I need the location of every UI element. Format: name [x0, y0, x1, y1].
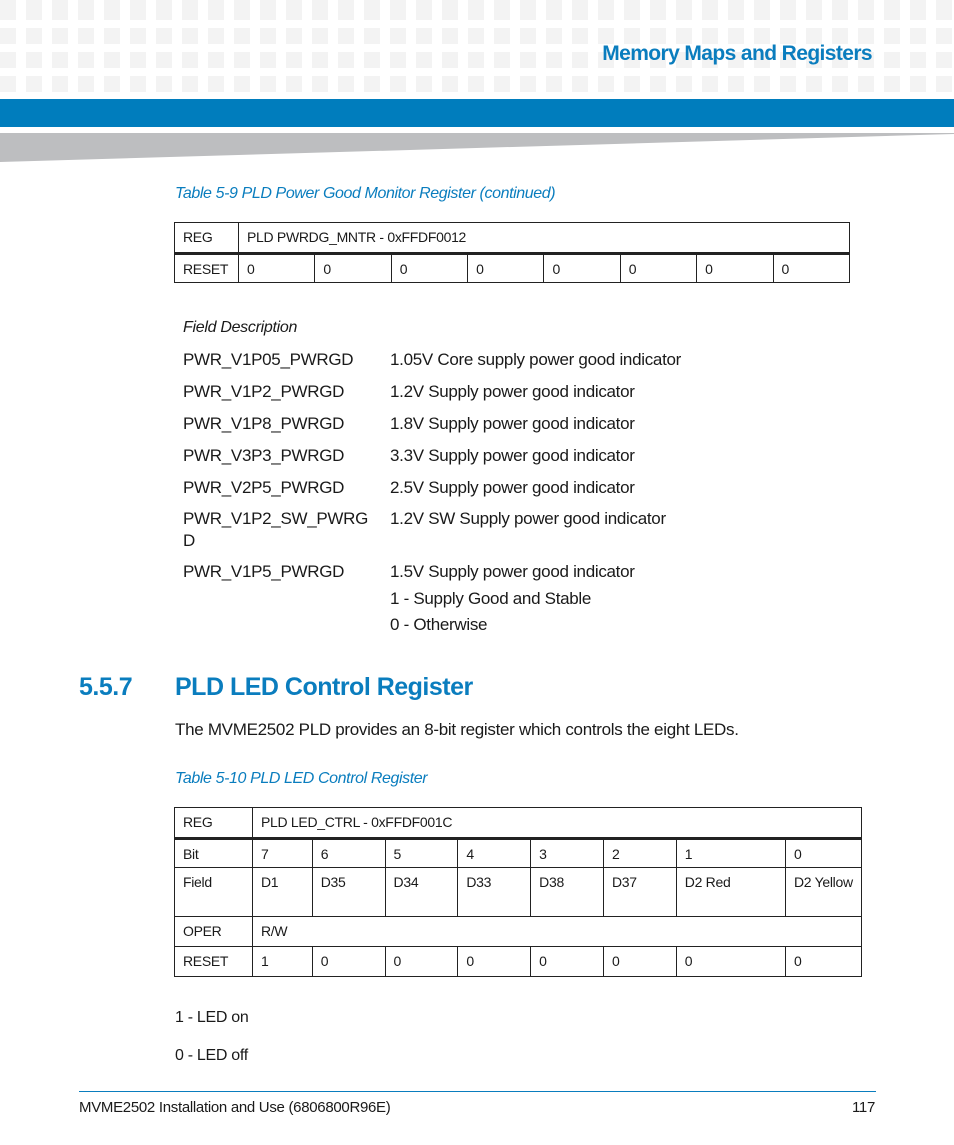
section-number: 5.5.7: [79, 673, 133, 701]
field-name: PWR_V2P5_PWRGD: [183, 478, 345, 497]
table-caption: Table 5-9 PLD Power Good Monitor Registe…: [175, 185, 556, 202]
table-row: Field D1 D35 D34 D33 D38 D37 D2 Red D2 Y…: [174, 867, 862, 917]
field: D2 Yellow: [785, 867, 862, 917]
table-row: Bit 7 6 5 4 3 2 1 0: [174, 838, 862, 868]
field: D35: [311, 867, 386, 917]
reset-value: 0: [772, 253, 851, 283]
field-note: 0 - Otherwise: [390, 615, 488, 634]
field-label: Field: [174, 867, 253, 917]
reset-value: 0: [384, 946, 459, 977]
field: D34: [384, 867, 459, 917]
led-note: 0 - LED off: [175, 1047, 248, 1064]
field-name: PWR_V1P2_PWRGD: [183, 382, 345, 401]
field: D2 Red: [675, 867, 787, 917]
header-pattern: [0, 0, 954, 92]
register-table-pwrgd: REG PLD PWRDG_MNTR - 0xFFDF0012 RESET 0 …: [174, 222, 851, 283]
field-desc: 1.8V Supply power good indicator: [390, 414, 635, 433]
field: D33: [457, 867, 532, 917]
oper-label: OPER: [174, 916, 253, 947]
bit: 5: [384, 838, 459, 868]
reset-value: 0: [696, 253, 774, 283]
field-note: 1 - Supply Good and Stable: [390, 589, 592, 608]
field-desc: 1.5V Supply power good indicator: [390, 562, 635, 581]
field-desc: 1.2V SW Supply power good indicator: [390, 509, 666, 528]
running-header-title: Memory Maps and Registers: [602, 42, 872, 65]
reset-value: 0: [311, 946, 386, 977]
bit: 2: [602, 838, 677, 868]
table-row: OPER R/W: [174, 916, 862, 947]
field-desc: 3.3V Supply power good indicator: [390, 446, 635, 465]
header-band: [0, 99, 954, 127]
bit: 7: [252, 838, 313, 868]
reset-value: 0: [619, 253, 698, 283]
bit: 3: [530, 838, 604, 868]
field-name: PWR_V1P8_PWRGD: [183, 414, 345, 433]
reset-value: 0: [530, 946, 604, 977]
reset-value: 0: [237, 253, 316, 283]
bit: 0: [785, 838, 862, 868]
reg-value: PLD PWRDG_MNTR - 0xFFDF0012: [238, 222, 850, 255]
footer-document-title: MVME2502 Installation and Use (6806800R9…: [79, 1099, 391, 1116]
reg-value: PLD LED_CTRL - 0xFFDF001C: [252, 807, 862, 840]
field: D1: [252, 867, 313, 917]
field: D37: [602, 867, 677, 917]
field-description-heading: Field Description: [183, 319, 298, 336]
section-title: PLD LED Control Register: [175, 673, 473, 701]
field-desc: 2.5V Supply power good indicator: [390, 478, 635, 497]
field: D38: [530, 867, 604, 917]
section-body: The MVME2502 PLD provides an 8-bit regis…: [175, 720, 739, 739]
table-row: RESET 0 0 0 0 0 0 0 0: [174, 253, 851, 283]
section-heading: 5.5.7 PLD LED Control Register: [79, 673, 473, 702]
table-caption: Table 5-10 PLD LED Control Register: [175, 770, 428, 787]
field-name: PWR_V1P05_PWRGD: [183, 350, 354, 369]
field-desc: 1.2V Supply power good indicator: [390, 382, 635, 401]
reset-value: 0: [785, 946, 862, 977]
reset-label: RESET: [174, 253, 239, 283]
reset-value: 0: [457, 946, 532, 977]
reset-value: 0: [314, 253, 392, 283]
bit: 4: [457, 838, 532, 868]
field-name: PWR_V1P2_SW_PWRG: [183, 509, 369, 528]
field-name: PWR_V3P3_PWRGD: [183, 446, 345, 465]
field-desc: 1.05V Core supply power good indicator: [390, 350, 682, 369]
field-name: PWR_V1P5_PWRGD: [183, 562, 345, 581]
led-note: 1 - LED on: [175, 1009, 249, 1026]
reg-label: REG: [174, 807, 253, 840]
header-wedge: [0, 133, 954, 162]
reset-value: 1: [252, 946, 313, 977]
reset-value: 0: [602, 946, 677, 977]
bit: 6: [311, 838, 386, 868]
reset-value: 0: [543, 253, 621, 283]
reset-label: RESET: [174, 946, 253, 977]
reset-value: 0: [390, 253, 469, 283]
register-table-led: REG PLD LED_CTRL - 0xFFDF001C Bit 7 6 5 …: [174, 807, 862, 977]
reset-value: 0: [467, 253, 545, 283]
reset-value: 0: [675, 946, 787, 977]
bit-label: Bit: [174, 838, 253, 868]
oper-value: R/W: [252, 916, 862, 947]
bit: 1: [675, 838, 787, 868]
page-number: 117: [851, 1099, 875, 1116]
field-name-continued: D: [183, 531, 195, 550]
footer-divider: [79, 1091, 876, 1092]
reg-label: REG: [174, 222, 239, 255]
table-row: RESET 1 0 0 0 0 0 0 0: [174, 946, 862, 977]
